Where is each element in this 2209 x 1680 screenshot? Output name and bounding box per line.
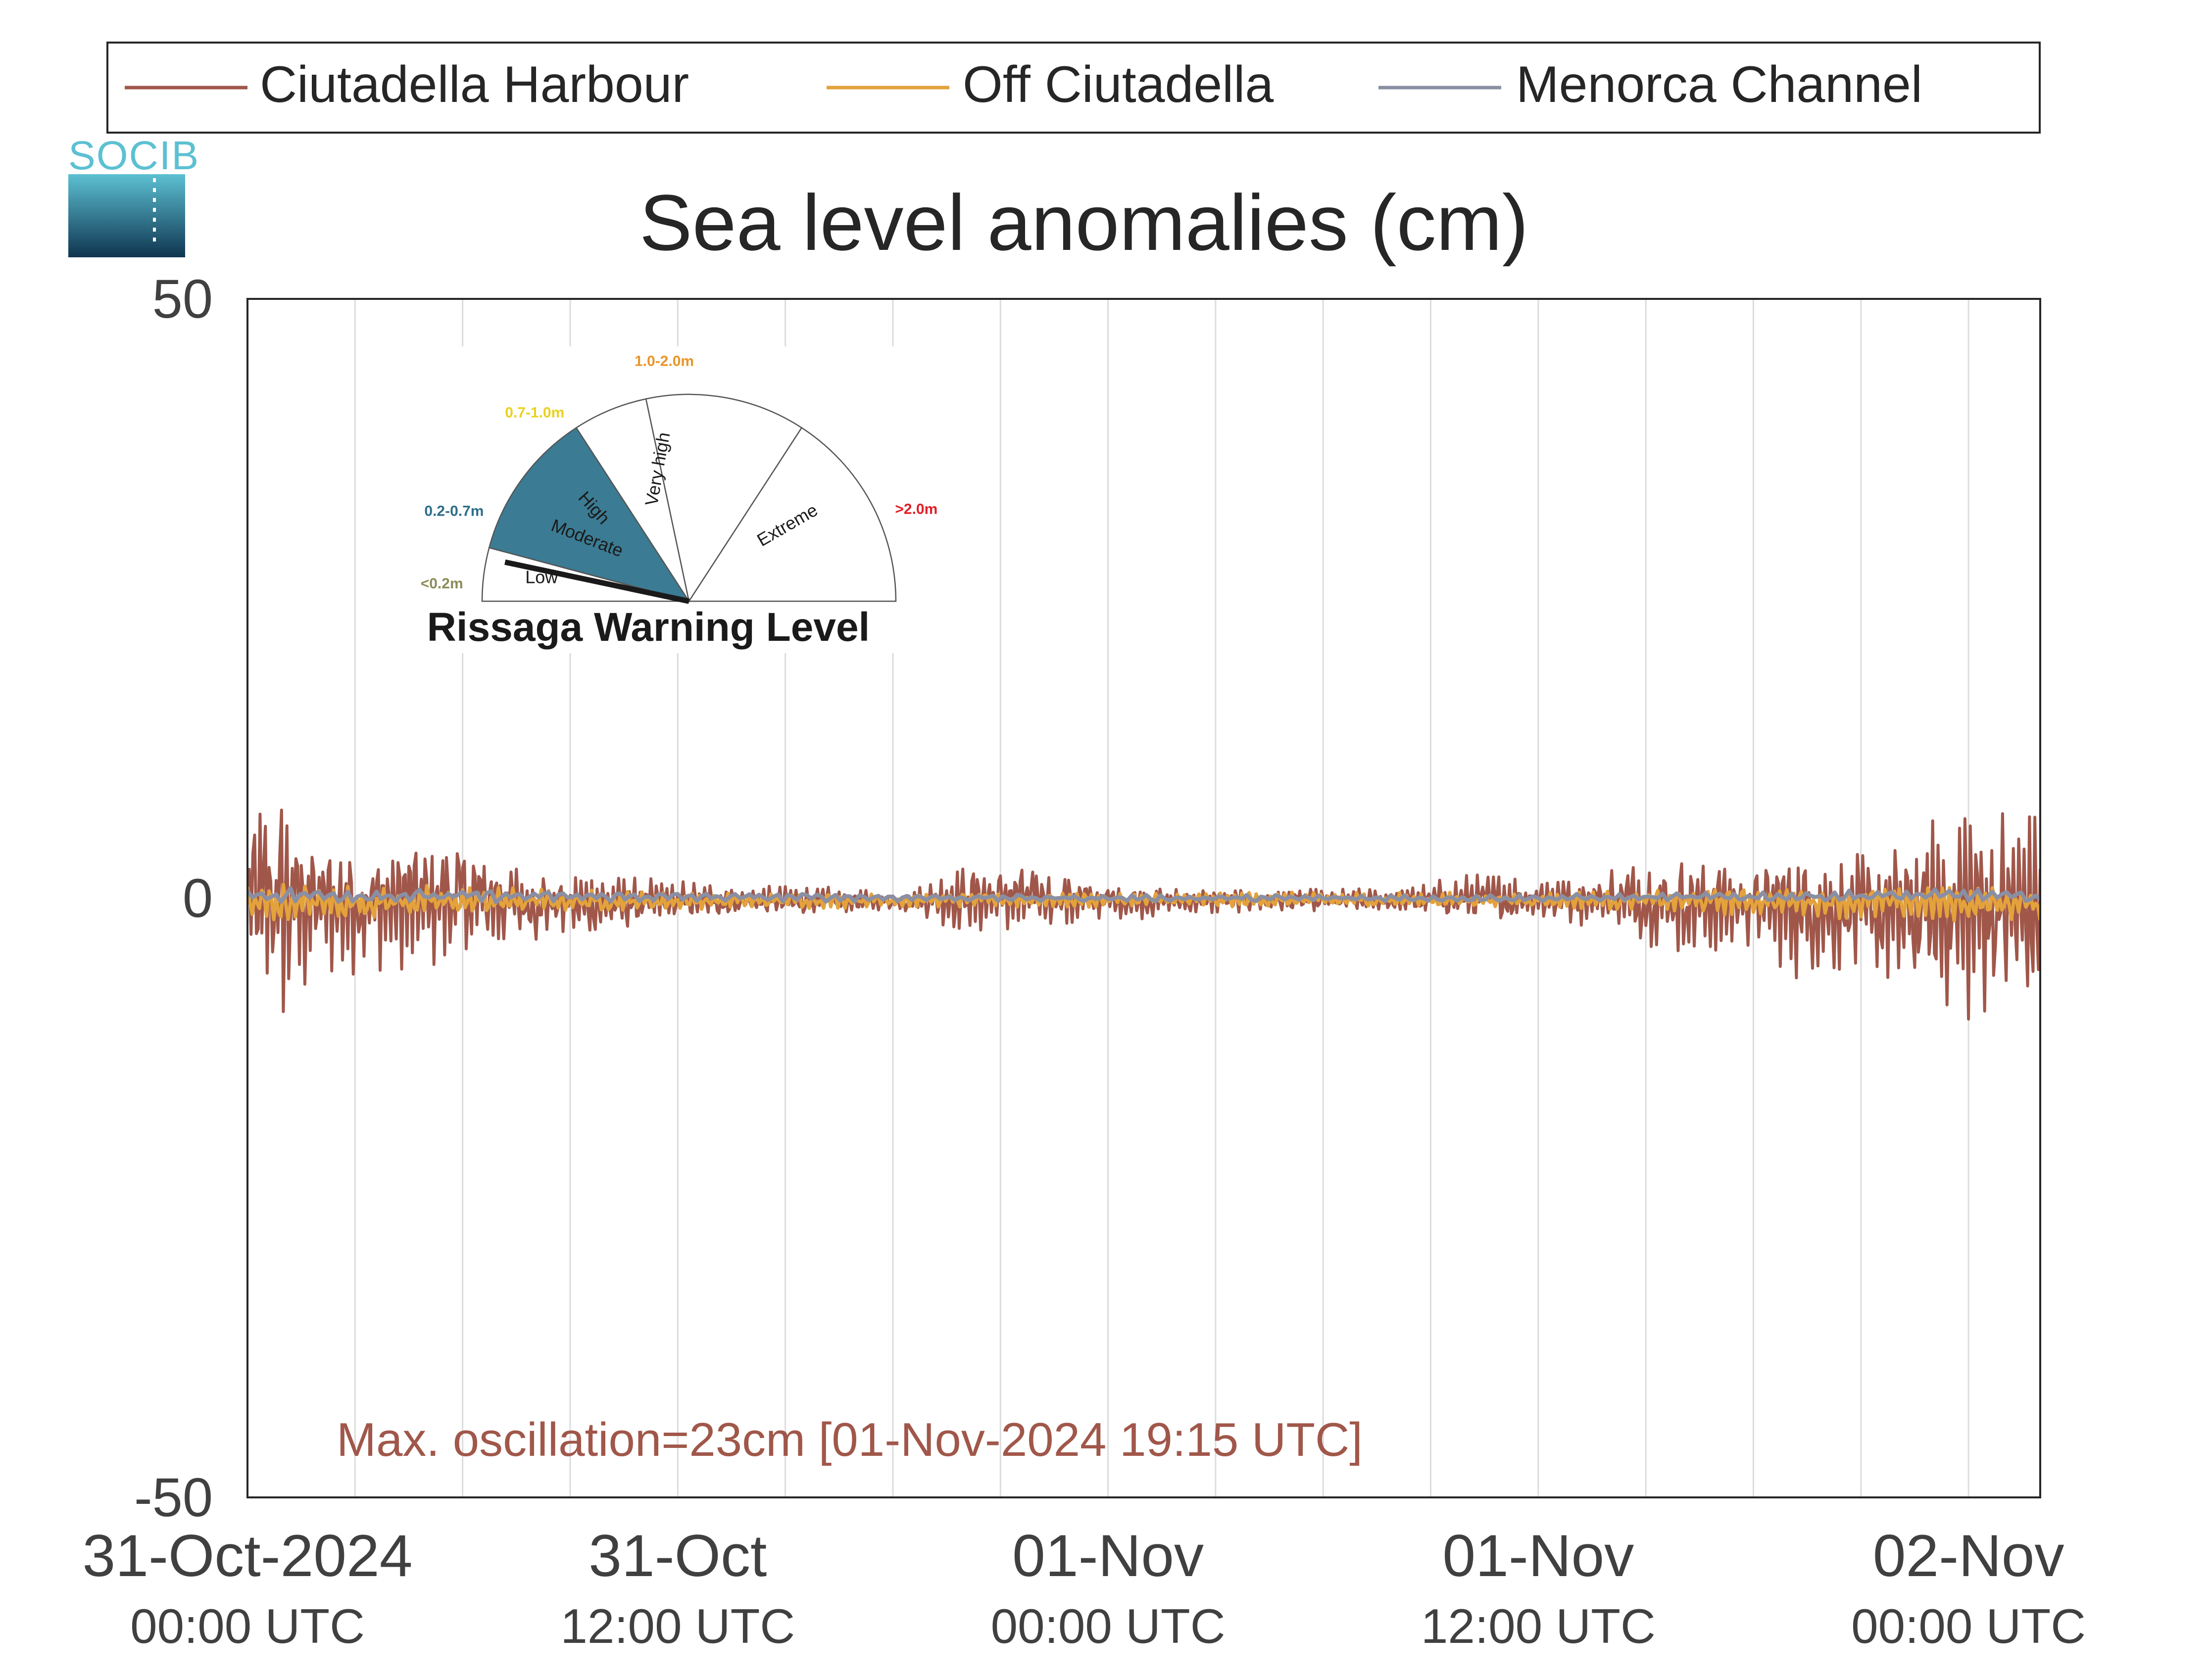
x-tick-label: 02-Nov — [1873, 1523, 2064, 1589]
y-tick-label: 0 — [183, 868, 213, 929]
y-tick-label: -50 — [134, 1467, 213, 1528]
x-tick-label: 31-Oct — [589, 1523, 767, 1589]
socib-logo: SOCIB — [68, 133, 199, 257]
gauge-range-label: 0.7-1.0m — [505, 404, 564, 421]
gauge-sector-high — [575, 398, 690, 602]
x-tick-sublabel: 00:00 UTC — [1851, 1599, 2086, 1653]
plot-frame — [246, 298, 2041, 1498]
gauge-sector-moderate — [488, 427, 690, 603]
gauge-range-label: 1.0-2.0m — [635, 353, 694, 370]
legend-box — [106, 42, 2041, 134]
x-tick-label: 01-Nov — [1442, 1523, 1634, 1589]
x-tick-sublabel: 12:00 UTC — [560, 1599, 795, 1653]
series-line-menorca-channel — [247, 886, 2040, 905]
x-tick-label: 31-Oct-2024 — [82, 1523, 412, 1589]
x-tick-label: 01-Nov — [1012, 1523, 1204, 1589]
gauge-title: Rissaga Warning Level — [427, 605, 870, 650]
legend-item-ciutadella-harbour[interactable]: Ciutadella Harbour — [125, 56, 689, 113]
max-oscillation-annotation: Max. oscillation=23cm [01-Nov-2024 19:15… — [337, 1413, 1363, 1466]
gauge-range-label: >2.0m — [895, 501, 937, 518]
gauge-range-label: <0.2m — [421, 576, 463, 592]
x-tick-labels: 31-Oct-2024 00:00 UTC 31-Oct 12:00 UTC 01-No… — [82, 1523, 2086, 1653]
y-tick-label: 50 — [152, 269, 213, 330]
y-tick-labels: 50 0 -50 — [134, 269, 213, 1528]
x-tick-sublabel: 00:00 UTC — [130, 1599, 365, 1653]
logo-text: SOCIB — [68, 133, 199, 178]
legend: Ciutadella Harbour Off Ciutadella Menorc… — [106, 42, 2041, 134]
legend-label: Off Ciutadella — [963, 56, 1274, 113]
legend-item-menorca-channel[interactable]: Menorca Channel — [1378, 56, 1922, 113]
x-tick-sublabel: 00:00 UTC — [991, 1599, 1226, 1653]
gauge-sector-very-high — [645, 393, 803, 603]
gauge-needle — [504, 559, 690, 604]
legend-label: Menorca Channel — [1516, 56, 1922, 113]
legend-item-off-ciutadella[interactable]: Off Ciutadella — [827, 56, 1274, 113]
gauge-sector-extreme — [687, 427, 897, 602]
legend-label: Ciutadella Harbour — [260, 56, 689, 113]
series-group — [247, 809, 2040, 1021]
gauge-range-label: 0.2-0.7m — [424, 503, 484, 519]
chart-title: Sea level anomalies (cm) — [639, 178, 1528, 267]
x-tick-sublabel: 12:00 UTC — [1421, 1599, 1656, 1653]
logo-block — [68, 174, 185, 257]
